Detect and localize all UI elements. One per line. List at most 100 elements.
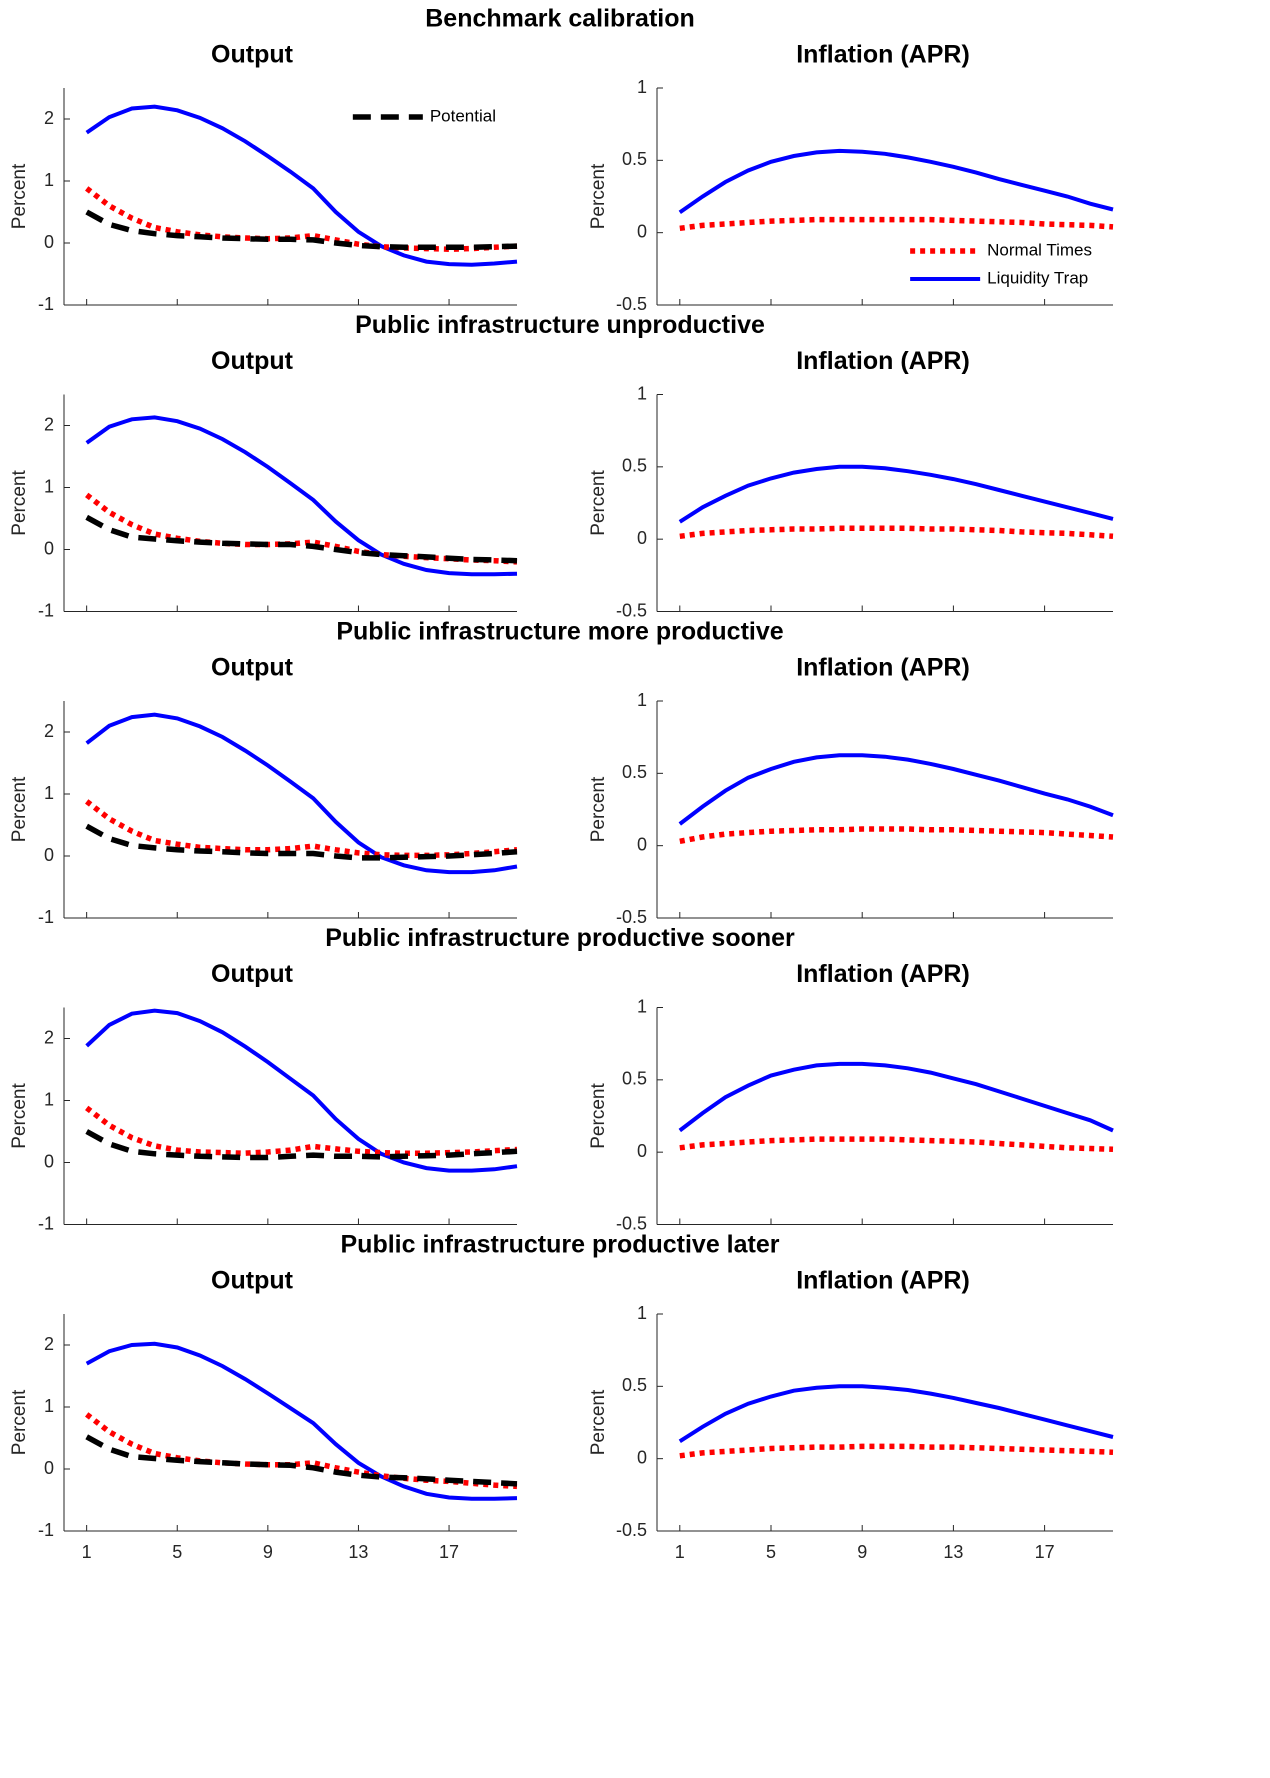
y-tick-label: 1	[637, 1303, 647, 1323]
legend-label: Normal Times	[987, 240, 1092, 259]
y-tick-label: 1	[44, 170, 54, 190]
y-tick-label: -1	[38, 907, 54, 927]
series-line	[679, 525, 1114, 540]
series-line	[679, 826, 1114, 845]
panel-title: Output	[211, 960, 294, 988]
y-tick-label: 2	[44, 1027, 54, 1047]
y-axis-label: Percent	[9, 470, 30, 536]
legend-label: Liquidity Trap	[987, 268, 1088, 287]
y-tick-label: 1	[44, 476, 54, 496]
y-tick-label: 2	[44, 1334, 54, 1354]
series-line	[678, 753, 1114, 826]
series-line	[85, 1434, 518, 1487]
series-line	[679, 1443, 1114, 1459]
panel-title: Output	[211, 654, 294, 682]
y-tick-label: 1	[44, 1089, 54, 1109]
y-tick-label: -1	[38, 294, 54, 314]
series-line	[85, 1412, 518, 1490]
x-tick-label: 5	[766, 1542, 776, 1562]
x-tick-label: 9	[857, 1542, 867, 1562]
panel-title: Inflation (APR)	[796, 1267, 970, 1295]
y-axis-label: Percent	[9, 1083, 30, 1149]
y-tick-label: -1	[38, 1213, 54, 1233]
series-line	[678, 148, 1114, 215]
series-line	[85, 823, 518, 861]
series-line	[85, 209, 518, 251]
y-axis-label: Percent	[588, 163, 609, 229]
x-tick-label: 17	[439, 1542, 459, 1562]
y-tick-label: 0.5	[622, 149, 647, 169]
panel-title: Inflation (APR)	[796, 960, 970, 988]
y-axis-label: Percent	[9, 1389, 30, 1455]
y-tick-label: 1	[637, 996, 647, 1016]
x-tick-label: 1	[675, 1542, 685, 1562]
y-tick-label: 0	[637, 834, 647, 854]
series-line	[85, 492, 518, 565]
panel-title: Inflation (APR)	[796, 654, 970, 682]
row-title: Public infrastructure unproductive	[355, 311, 765, 339]
x-tick-label: 5	[172, 1542, 182, 1562]
y-tick-label: 0	[637, 221, 647, 241]
panel-title: Inflation (APR)	[796, 41, 970, 69]
x-tick-label: 13	[943, 1542, 963, 1562]
y-tick-label: 1	[637, 690, 647, 710]
panel-title: Output	[211, 41, 294, 69]
y-tick-label: -0.5	[616, 1213, 647, 1233]
y-tick-label: -0.5	[616, 600, 647, 620]
y-tick-label: 0	[637, 1447, 647, 1467]
row-title: Benchmark calibration	[425, 5, 695, 33]
y-tick-label: 0	[44, 232, 54, 252]
legend-label: Potential	[430, 106, 496, 125]
y-tick-label: -0.5	[616, 907, 647, 927]
series-line	[679, 216, 1114, 232]
series-line	[85, 1105, 518, 1156]
y-tick-label: 0	[44, 538, 54, 558]
y-tick-label: 2	[44, 414, 54, 434]
y-axis-label: Percent	[588, 776, 609, 842]
series-line	[85, 1008, 518, 1173]
x-tick-label: 1	[82, 1542, 92, 1562]
series-line	[679, 1136, 1114, 1153]
y-tick-label: 0	[44, 1151, 54, 1171]
y-axis-label: Percent	[588, 1083, 609, 1149]
y-axis-label: Percent	[9, 163, 30, 229]
y-tick-label: 1	[637, 383, 647, 403]
y-tick-label: 1	[44, 783, 54, 803]
series-line	[85, 1341, 518, 1501]
y-tick-label: -0.5	[616, 1520, 647, 1540]
y-tick-label: 2	[44, 108, 54, 128]
y-tick-label: 0	[637, 528, 647, 548]
y-axis-label: Percent	[588, 470, 609, 536]
y-tick-label: -0.5	[616, 294, 647, 314]
x-tick-label: 13	[348, 1542, 368, 1562]
x-tick-label: 17	[1035, 1542, 1055, 1562]
y-tick-label: 2	[44, 721, 54, 741]
series-line	[85, 712, 518, 875]
y-tick-label: 0.5	[622, 762, 647, 782]
y-axis-label: Percent	[9, 776, 30, 842]
series-line	[85, 514, 518, 564]
y-tick-label: 0.5	[622, 1375, 647, 1395]
series-line	[85, 415, 518, 577]
y-tick-label: 0	[44, 845, 54, 865]
panel-title: Inflation (APR)	[796, 347, 970, 375]
panel-title: Output	[211, 347, 294, 375]
panel-title: Output	[211, 1267, 294, 1295]
series-line	[85, 799, 518, 859]
series-line	[678, 1061, 1114, 1133]
row-title: Public infrastructure productive later	[341, 1231, 780, 1259]
y-tick-label: -1	[38, 1520, 54, 1540]
row-title: Public infrastructure more productive	[336, 618, 783, 646]
y-tick-label: 0.5	[622, 1069, 647, 1089]
series-line	[85, 186, 518, 252]
y-tick-label: 1	[44, 1396, 54, 1416]
y-tick-label: 0	[44, 1458, 54, 1478]
series-line	[678, 464, 1114, 524]
x-tick-label: 9	[263, 1542, 273, 1562]
y-tick-label: 0	[637, 1141, 647, 1161]
y-axis-label: Percent	[588, 1389, 609, 1455]
y-tick-label: -1	[38, 600, 54, 620]
series-line	[678, 1384, 1114, 1443]
y-tick-label: 1	[637, 77, 647, 97]
